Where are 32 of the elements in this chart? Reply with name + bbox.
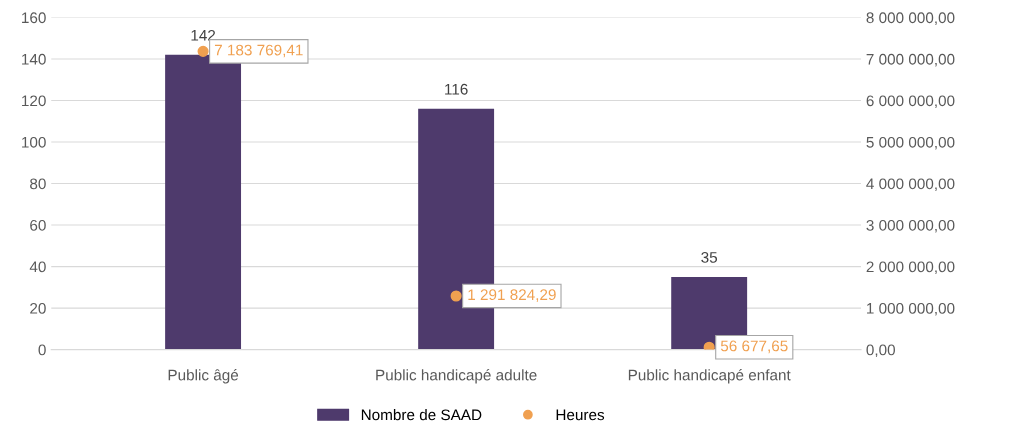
y-tick-label: 80 [30,178,46,190]
data-label: 56 677,65 [720,340,788,354]
y2-tick-label: 0,00 [866,344,895,358]
point [703,341,715,350]
legend-label: Nombre de SAAD [361,409,482,421]
y2-tick-label: 8 000 000,00 [866,12,955,25]
y-tick-label: 40 [29,261,46,273]
point [197,45,209,57]
y2-tick-label: 4 000 000,00 [866,178,955,192]
y-tick-label: 140 [22,53,46,65]
bar [165,54,242,350]
x-tick-label: Public handicapé adulte [376,369,537,384]
data-label: 116 [445,83,468,95]
data-label: 1 291 824,29 [468,289,556,302]
y2-tick-label: 5 000 000,00 [866,136,955,150]
y-tick-label: 160 [22,12,46,24]
y-tick-label: 20 [30,302,46,314]
y-tick-label: 120 [22,95,46,107]
y2-tick-label: 7 000 000,00 [866,53,955,67]
x-tick-label: Public handicapé enfant [628,369,791,384]
data-label: 7 183 769,41 [214,44,303,58]
x-tick-label: Public âgé [168,369,239,384]
legend-label: Heures [556,409,605,421]
point [450,290,462,302]
y2-tick-label: 2 000 000,00 [866,261,955,275]
data-label: 35 [701,252,718,263]
y-tick-label: 60 [30,219,46,231]
y2-tick-label: 6 000 000,00 [866,95,955,108]
y2-tick-label: 1 000 000,00 [867,302,955,316]
y-tick-label: 0 [38,344,46,356]
y-tick-label: 100 [22,136,46,148]
y2-tick-label: 3 000 000,00 [866,219,955,233]
